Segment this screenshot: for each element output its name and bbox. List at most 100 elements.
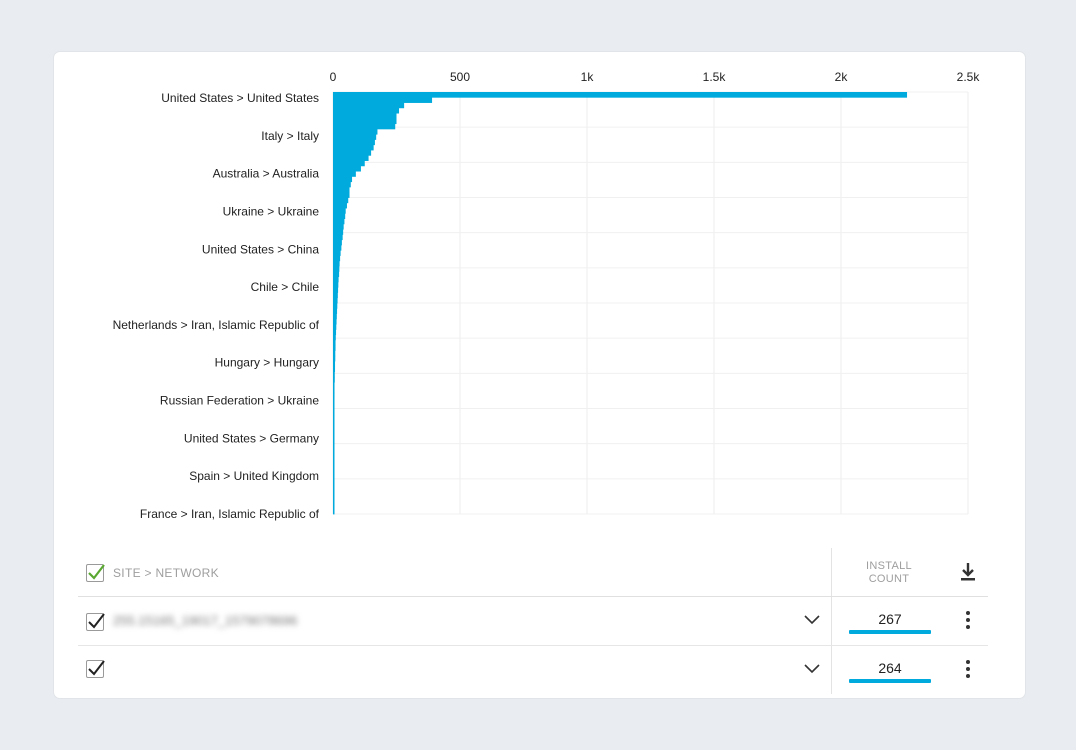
- install-label: INSTALL: [866, 560, 912, 572]
- install-count-value: 264: [878, 660, 902, 676]
- category-label: United States > China: [202, 242, 319, 256]
- bar: [333, 413, 335, 420]
- select-all-checkbox[interactable]: [86, 564, 105, 582]
- category-label: Spain > United Kingdom: [189, 469, 319, 483]
- bar: [333, 97, 433, 103]
- bar: [333, 503, 335, 510]
- install-count-cell: 264: [849, 660, 931, 683]
- install-count-bar-chart: 0 500 1k 1.5k 2k 2.5k United States > United S…: [113, 70, 981, 521]
- more-options-icon[interactable]: [964, 611, 972, 631]
- bar: [333, 350, 336, 357]
- bar: [333, 434, 335, 441]
- table-row[interactable]: 264: [78, 646, 988, 694]
- x-tick-label: 1.5k: [703, 70, 727, 84]
- bar: [333, 250, 341, 256]
- bar: [333, 324, 337, 330]
- x-tick-label: 2.5k: [957, 70, 981, 84]
- download-icon[interactable]: [960, 562, 976, 582]
- bar: [333, 403, 335, 409]
- bar: [333, 303, 338, 309]
- column-header-install-count[interactable]: INSTALL COUNT: [850, 560, 928, 586]
- column-divider: [831, 646, 832, 694]
- bar: [333, 244, 342, 251]
- bar: [333, 123, 396, 130]
- bar: [333, 450, 335, 457]
- bar: [333, 492, 335, 499]
- bar: [333, 339, 336, 346]
- check-icon: [88, 613, 105, 629]
- category-label: United States > Germany: [184, 431, 319, 445]
- check-icon: [88, 660, 105, 676]
- bar: [333, 234, 343, 241]
- x-tick-label: 1k: [581, 70, 595, 84]
- bar: [333, 144, 374, 151]
- bar: [333, 197, 349, 204]
- bar: [333, 113, 397, 119]
- install-count-bar: [849, 679, 931, 683]
- bar: [333, 292, 338, 299]
- bar: [333, 371, 335, 378]
- bar: [333, 218, 345, 225]
- bar: [333, 213, 346, 219]
- bar: [333, 482, 335, 489]
- bar: [333, 134, 377, 140]
- bar: [333, 387, 335, 394]
- bar: [333, 202, 347, 209]
- install-count-cell: 267: [849, 611, 931, 634]
- column-divider: [831, 597, 832, 645]
- bar: [333, 297, 338, 304]
- x-tick-label: 500: [450, 70, 470, 84]
- bar: [333, 223, 344, 230]
- category-label: Ukraine > Ukraine: [223, 204, 320, 218]
- bar: [333, 271, 340, 278]
- bar: [333, 345, 336, 351]
- chevron-down-icon[interactable]: [804, 615, 820, 625]
- bar: [333, 107, 400, 114]
- bar: [333, 181, 351, 188]
- x-tick-label: 0: [330, 70, 337, 84]
- row-checkbox[interactable]: [86, 613, 105, 631]
- bar: [333, 477, 335, 483]
- bar: [333, 128, 378, 135]
- row-label: 255.15165_19017_1579078696: [113, 613, 298, 628]
- bar: [333, 318, 337, 325]
- site-network-table: SITE > NETWORK INSTALL COUNT 255.15165_1…: [78, 548, 988, 694]
- bar: [333, 165, 361, 172]
- bar: [333, 308, 338, 314]
- category-label: Australia > Australia: [213, 167, 320, 181]
- category-label: Chile > Chile: [251, 280, 320, 294]
- bar: [333, 498, 335, 504]
- bar: [333, 171, 356, 177]
- x-tick-label: 2k: [835, 70, 849, 84]
- category-label: Netherlands > Iran, Islamic Republic of: [113, 318, 320, 332]
- bar: [333, 508, 335, 515]
- bar: [333, 471, 335, 478]
- bar: [333, 355, 336, 362]
- install-count-bar: [849, 630, 931, 634]
- bar: [333, 229, 344, 235]
- bar: [333, 260, 340, 267]
- category-label: United States > United States: [161, 91, 319, 105]
- bar: [333, 176, 353, 183]
- bar: [333, 429, 335, 436]
- column-divider: [831, 548, 832, 596]
- category-label: France > Iran, Islamic Republic of: [140, 507, 320, 521]
- bar: [333, 376, 335, 383]
- bar: [333, 281, 339, 288]
- table-header: SITE > NETWORK INSTALL COUNT: [78, 548, 988, 597]
- bar: [333, 397, 335, 404]
- chevron-down-icon[interactable]: [804, 664, 820, 674]
- category-label: Russian Federation > Ukraine: [160, 394, 319, 408]
- bar: [333, 466, 335, 473]
- bar: [333, 160, 365, 167]
- bar: [333, 208, 346, 214]
- table-row[interactable]: 255.15165_19017_1579078696 267: [78, 597, 988, 646]
- row-checkbox[interactable]: [86, 660, 105, 678]
- bar: [333, 445, 335, 452]
- bar: [333, 313, 337, 320]
- bar: [333, 419, 335, 425]
- column-header-site-network[interactable]: SITE > NETWORK: [113, 566, 219, 580]
- bar: [333, 118, 397, 125]
- more-options-icon[interactable]: [964, 660, 972, 680]
- bar: [333, 334, 336, 341]
